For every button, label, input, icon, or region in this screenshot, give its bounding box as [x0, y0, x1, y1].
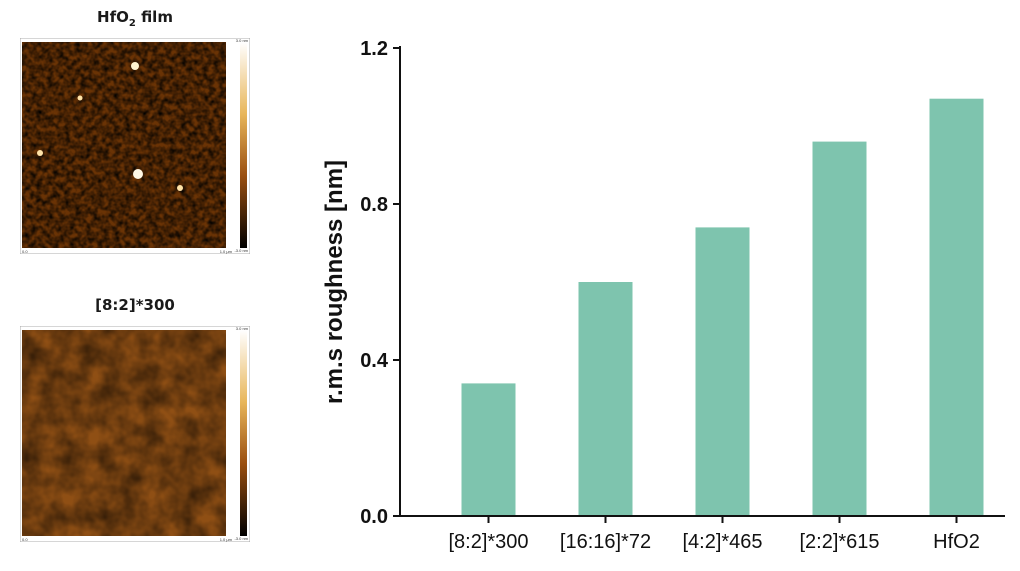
afm-title-8-2-300: [8:2]*300 — [15, 296, 255, 314]
y-axis-ticks: 0.0 0.4 0.8 1.2 — [360, 38, 400, 528]
afm-title-hfo2-main: HfO — [97, 8, 129, 26]
afm-title-8-2-300-text: [8:2]*300 — [95, 296, 175, 314]
afm-image-hfo2: 3.0 nm -3.0 nm 0.0 1.0 μm — [20, 38, 250, 254]
y-tick-label: 0.0 — [360, 506, 388, 528]
x-category-label: [8:2]*300 — [448, 531, 528, 553]
bar-3 — [812, 141, 867, 516]
bar-2 — [695, 227, 750, 516]
roughness-bar-chart: 0.0 0.4 0.8 1.2 [8:2]*300 [16:16]*72 [4:2]*46… — [321, 38, 1005, 553]
afm-image-8-2-300: 3.0 nm -3.0 nm 0.0 1.0 μm — [20, 326, 250, 542]
y-tick-label: 0.8 — [360, 194, 388, 216]
y-tick-label: 1.2 — [360, 38, 388, 60]
afm-scale-min: -3.0 nm — [234, 248, 248, 253]
bar-4 — [929, 98, 984, 516]
afm-scale-max: 3.0 nm — [236, 326, 249, 331]
afm-corner-right: 1.0 μm — [220, 537, 233, 542]
afm-scale-min: -3.0 nm — [234, 536, 248, 541]
afm-title-hfo2: HfO2 film — [15, 8, 255, 29]
afm-corner-left: 0.0 — [22, 249, 28, 254]
y-tick-label: 0.4 — [360, 350, 389, 372]
bar-1 — [578, 282, 633, 516]
bars-group — [461, 98, 984, 516]
afm-title-hfo2-rest: film — [135, 8, 173, 26]
x-category-label: [2:2]*615 — [799, 531, 879, 553]
afm-scale-max: 3.0 nm — [236, 38, 249, 43]
x-category-label: [16:16]*72 — [560, 531, 651, 553]
afm-corner-right: 1.0 μm — [220, 249, 233, 254]
afm-title-hfo2-subscript: 2 — [128, 18, 136, 29]
y-axis-title: r.m.s roughness [nm] — [321, 160, 348, 404]
afm-corner-left: 0.0 — [22, 537, 28, 542]
x-category-label: [4:2]*465 — [682, 531, 762, 553]
x-category-label: HfO2 — [933, 531, 980, 553]
bar-0 — [461, 383, 516, 516]
x-axis-labels: [8:2]*300 [16:16]*72 [4:2]*465 [2:2]*615 HfO… — [448, 516, 980, 553]
